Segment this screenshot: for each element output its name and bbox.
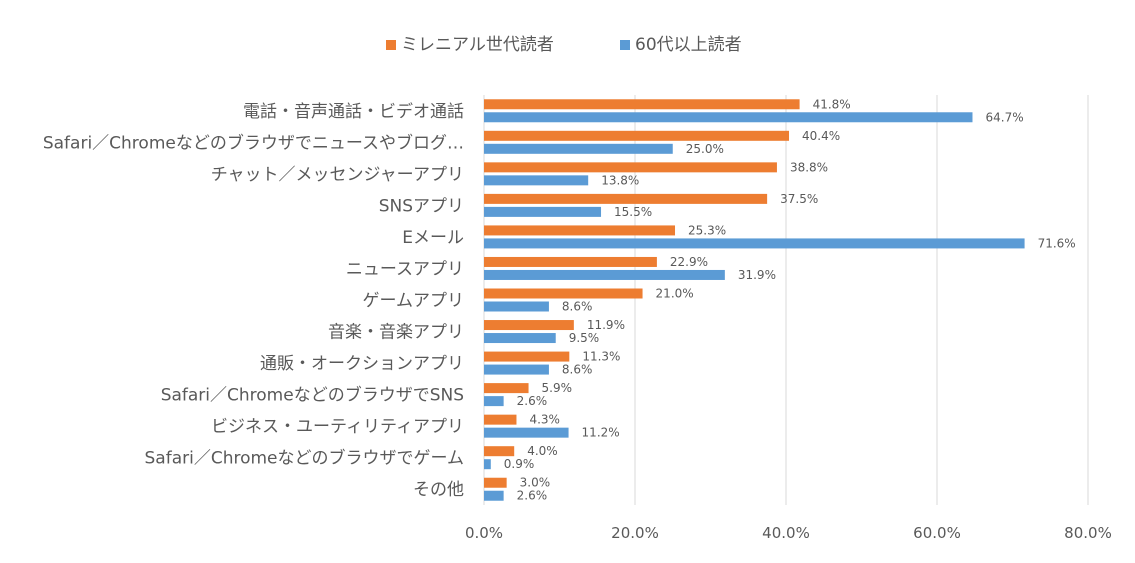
data-label: 38.8% <box>790 160 828 174</box>
x-tick-label: 40.0% <box>762 524 810 542</box>
data-label: 25.0% <box>686 142 724 156</box>
x-tick-label: 80.0% <box>1064 524 1112 542</box>
data-label: 21.0% <box>656 287 694 301</box>
data-label: 5.9% <box>542 381 573 395</box>
bar-series-2 <box>484 427 569 438</box>
bar-series-2 <box>484 238 1025 249</box>
category-label: ゲームアプリ <box>363 291 465 311</box>
bar-series-2 <box>484 364 549 375</box>
data-labels: 41.8% 64.7% 40.4% 25.0% 38.8% 13.8% 37.5% 15.5%… <box>504 97 1076 502</box>
bar-series-2 <box>484 112 973 123</box>
bar-series-1 <box>484 320 574 331</box>
data-label: 64.7% <box>985 110 1023 124</box>
category-label: ビジネス・ユーティリティアプリ <box>211 417 464 437</box>
data-label: 0.9% <box>504 457 535 471</box>
bars <box>484 99 1025 501</box>
category-label: SNSアプリ <box>379 196 464 216</box>
bar-series-1 <box>484 383 529 394</box>
bar-series-2 <box>484 490 504 501</box>
bar-series-2 <box>484 175 589 186</box>
data-label: 4.0% <box>527 444 558 458</box>
bar-series-1 <box>484 256 657 267</box>
data-label: 11.9% <box>587 318 625 332</box>
category-label: Eメール <box>402 228 464 248</box>
data-label: 11.3% <box>582 350 620 364</box>
bar-series-2 <box>484 143 673 154</box>
bar-series-2 <box>484 396 504 407</box>
category-label: Safari／ChromeなどのブラウザでSNS <box>161 385 464 406</box>
data-label: 37.5% <box>780 192 818 206</box>
x-tick-label: 60.0% <box>913 524 961 542</box>
data-label: 13.8% <box>601 173 639 187</box>
bar-series-1 <box>484 193 768 204</box>
bar-series-1 <box>484 414 517 425</box>
bar-series-1 <box>484 225 676 236</box>
category-labels: 電話・音声通話・ビデオ通話 Safari／Chromeなどのブラウザでニュースやブ… <box>43 101 464 500</box>
category-label: その他 <box>413 480 464 500</box>
data-label: 25.3% <box>688 223 726 237</box>
bar-series-1 <box>484 477 507 488</box>
bar-series-2 <box>484 459 491 470</box>
x-axis-tick-labels: 0.0% 20.0% 40.0% 60.0% 80.0% <box>465 524 1112 542</box>
data-label: 2.6% <box>517 489 548 503</box>
data-label: 2.6% <box>517 394 548 408</box>
category-label: ニュースアプリ <box>346 259 464 279</box>
bar-series-1 <box>484 162 777 173</box>
bar-series-1 <box>484 288 643 299</box>
legend-label: ミレニアル世代読者 <box>401 35 554 55</box>
data-label: 31.9% <box>738 268 776 282</box>
data-label: 15.5% <box>614 205 652 219</box>
bar-series-2 <box>484 269 725 280</box>
data-label: 8.6% <box>562 363 593 377</box>
category-label: Safari／Chromeなどのブラウザでゲーム <box>145 448 465 469</box>
category-label: Safari／Chromeなどのブラウザでニュースやブログ… <box>43 132 464 153</box>
legend-swatch <box>386 40 396 50</box>
bar-series-2 <box>484 301 549 312</box>
legend: ミレニアル世代読者 60代以上読者 <box>386 35 742 55</box>
data-label: 11.2% <box>582 426 620 440</box>
legend-swatch <box>620 40 630 50</box>
data-label: 41.8% <box>813 97 851 111</box>
data-label: 3.0% <box>520 476 551 490</box>
data-label: 71.6% <box>1038 236 1076 250</box>
category-label: 通販・オークションアプリ <box>260 354 464 374</box>
x-tick-label: 20.0% <box>611 524 659 542</box>
legend-label: 60代以上読者 <box>635 35 742 55</box>
data-label: 9.5% <box>569 331 600 345</box>
bar-series-1 <box>484 351 570 362</box>
data-label: 4.3% <box>529 413 560 427</box>
data-label: 40.4% <box>802 129 840 143</box>
category-label: チャット／メッセンジャーアプリ <box>211 165 464 185</box>
data-label: 8.6% <box>562 300 593 314</box>
x-tick-label: 0.0% <box>465 524 503 542</box>
bar-series-1 <box>484 130 790 141</box>
category-label: 音楽・音楽アプリ <box>328 323 464 343</box>
bar-series-2 <box>484 333 556 344</box>
bar-series-1 <box>484 99 800 110</box>
data-label: 22.9% <box>670 255 708 269</box>
bar-series-2 <box>484 206 602 217</box>
bar-series-1 <box>484 446 515 457</box>
category-label: 電話・音声通話・ビデオ通話 <box>243 101 464 122</box>
